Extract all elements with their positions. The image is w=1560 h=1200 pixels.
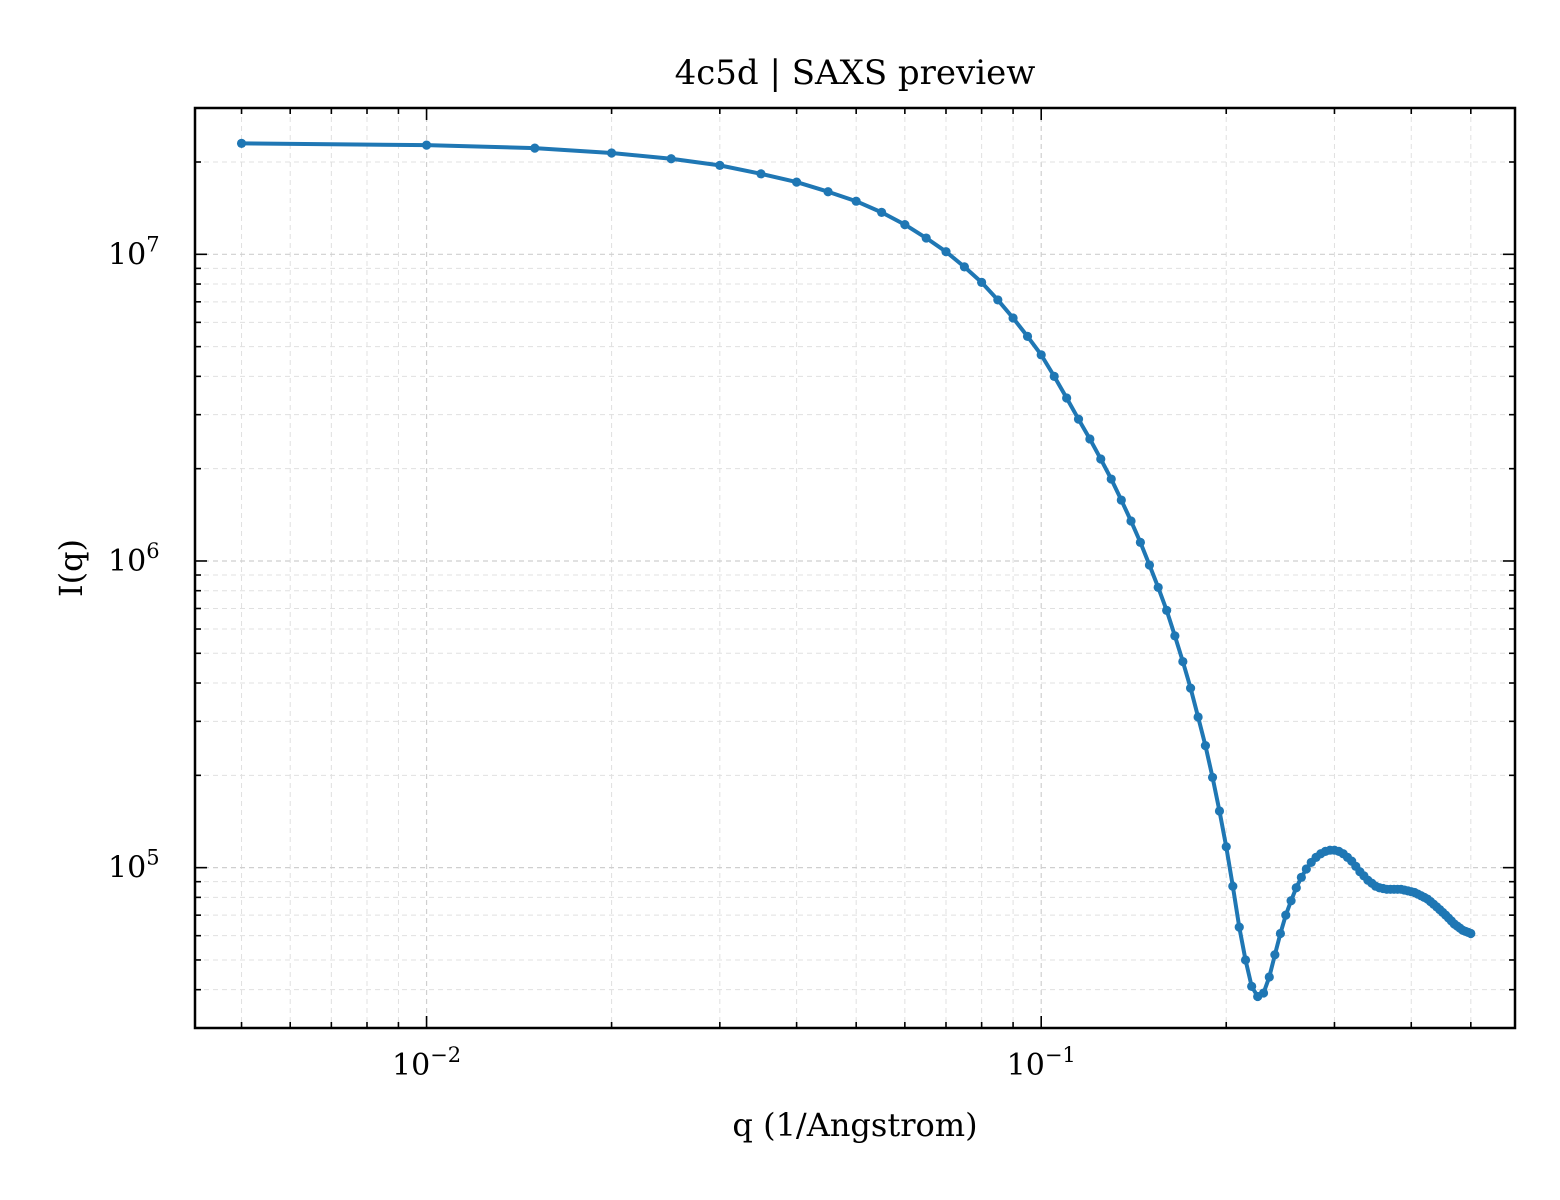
data-point <box>1022 331 1033 341</box>
data-point <box>1200 741 1211 751</box>
data-point <box>1170 631 1180 641</box>
chart-title: 4c5d | SAXS preview <box>675 53 1036 93</box>
data-point <box>1270 950 1280 960</box>
plot-frame <box>193 106 1517 1030</box>
data-point <box>1228 881 1238 891</box>
data-point <box>1240 955 1251 965</box>
data-point <box>941 247 951 257</box>
data-point <box>236 138 247 148</box>
data-point <box>1106 474 1116 484</box>
data-point <box>1073 414 1084 424</box>
data-point <box>1153 582 1163 593</box>
x-tick-label: 10−1 <box>1007 1043 1076 1083</box>
data-point <box>1207 772 1218 782</box>
data-point <box>715 160 725 170</box>
x-axis-label: q (1/Angstrom) <box>732 1106 977 1144</box>
data-point <box>792 177 802 187</box>
x-tick-label: 10−2 <box>392 1043 461 1083</box>
data-point <box>666 154 676 164</box>
data-point <box>606 148 617 158</box>
data-point <box>1286 896 1296 906</box>
data-point <box>1281 910 1291 920</box>
y-tick-label: 107 <box>108 232 160 272</box>
data-point <box>851 196 861 206</box>
data-point <box>1247 981 1257 991</box>
data-point <box>1049 371 1059 381</box>
data-point <box>1126 516 1136 526</box>
data-point <box>1096 454 1106 464</box>
data-point <box>977 277 987 287</box>
data-point <box>993 295 1003 305</box>
data-point <box>1116 495 1126 505</box>
data-point <box>421 140 432 150</box>
data-point <box>823 187 833 197</box>
data-point <box>1178 656 1188 667</box>
y-tick-label: 106 <box>108 539 160 579</box>
data-point <box>1214 806 1225 816</box>
data-point <box>1301 864 1311 874</box>
data-point <box>1036 350 1046 360</box>
data-point <box>1185 683 1196 693</box>
data-point <box>900 219 910 230</box>
series-layer <box>236 138 1476 1002</box>
data-point <box>959 262 970 272</box>
y-axis-label: I(q) <box>52 539 90 597</box>
data-point <box>1466 928 1476 939</box>
data-point <box>1085 434 1095 444</box>
data-point <box>1193 712 1203 722</box>
data-point <box>1221 842 1231 852</box>
data-point <box>1264 972 1274 982</box>
data-point <box>1162 605 1172 616</box>
ticks: 10−2 10−1 105 106 107 <box>108 107 1515 1083</box>
data-point <box>1008 313 1018 323</box>
data-point <box>530 143 540 153</box>
data-point <box>1258 988 1269 998</box>
data-point <box>1275 928 1286 939</box>
data-point <box>1291 883 1301 893</box>
grid <box>195 107 1515 1029</box>
data-point <box>1234 922 1244 932</box>
data-point <box>1296 872 1306 882</box>
data-point <box>1144 560 1155 570</box>
data-point <box>756 169 766 179</box>
data-point <box>1062 393 1072 403</box>
y-tick-label: 105 <box>108 846 160 886</box>
data-point <box>921 233 931 243</box>
data-point <box>877 207 887 217</box>
data-point <box>1135 537 1145 547</box>
